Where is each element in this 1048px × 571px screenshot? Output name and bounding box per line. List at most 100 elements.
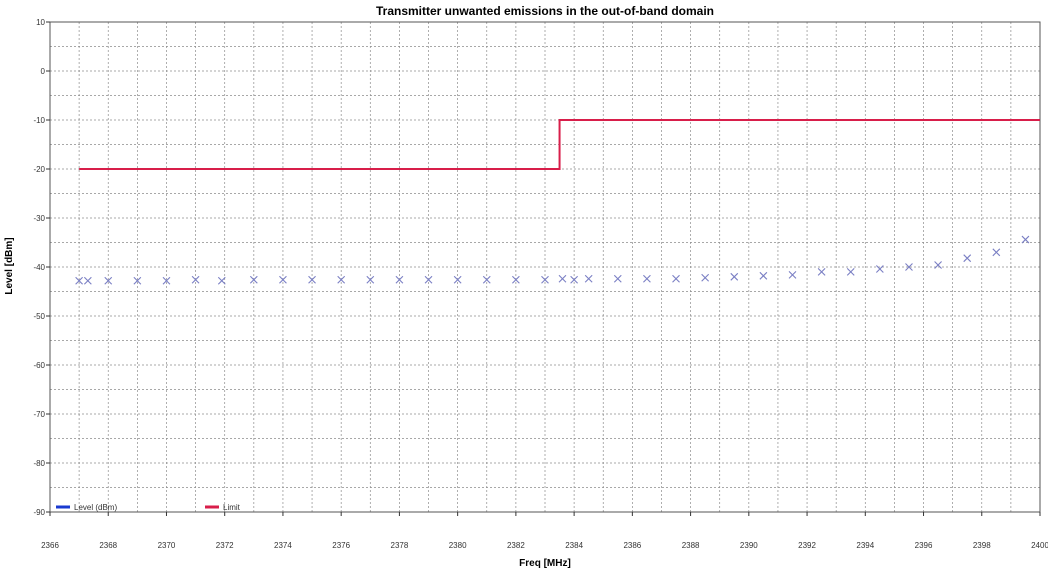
- level-point: [643, 274, 651, 283]
- legend-label-limit: Limit: [223, 503, 241, 512]
- y-tick-label: -60: [33, 361, 45, 370]
- level-point: [817, 268, 826, 276]
- legend-label-level: Level (dBm): [74, 503, 117, 512]
- axes: 10 0 -10 -20 -30 -40 -50 -60 -70 -80 -90 2366 2368 23…: [33, 18, 1048, 550]
- level-point-stroke-b: [104, 276, 113, 285]
- x-tick-label: 2390: [740, 541, 758, 550]
- level-point: [424, 275, 433, 284]
- level-point-stroke-b: [672, 274, 680, 283]
- level-point-stroke-b: [162, 276, 171, 285]
- x-tick-label: 2388: [682, 541, 700, 550]
- level-point-stroke-b: [1021, 235, 1030, 244]
- level-point-stroke-b: [788, 270, 797, 279]
- x-tick-label: 2398: [973, 541, 991, 550]
- level-point-stroke-b: [558, 274, 567, 283]
- level-point: [541, 275, 549, 284]
- x-tick-label: 2380: [449, 541, 467, 550]
- x-tick-label: 2374: [274, 541, 292, 550]
- level-point-stroke-b: [817, 268, 826, 276]
- level-point-stroke-b: [424, 275, 433, 284]
- level-point-stroke-b: [643, 274, 651, 283]
- level-point: [570, 275, 579, 284]
- level-point-stroke-b: [75, 276, 84, 285]
- x-tick-label: 2368: [99, 541, 117, 550]
- series: [75, 119, 1040, 285]
- level-point-stroke-b: [279, 275, 287, 284]
- level-point-stroke-b: [217, 276, 226, 285]
- x-tick-label: 2372: [216, 541, 234, 550]
- x-tick-label: 2384: [565, 541, 583, 550]
- x-tick-label: 2382: [507, 541, 525, 550]
- x-tick-label: 2400: [1031, 541, 1048, 550]
- level-point: [846, 268, 855, 276]
- level-point: [759, 271, 768, 280]
- level-point: [75, 276, 84, 285]
- level-point: [584, 274, 593, 283]
- x-tick-label: 2396: [915, 541, 933, 550]
- grid: [50, 22, 1040, 512]
- level-point: [133, 276, 142, 285]
- x-tick-label: 2366: [41, 541, 59, 550]
- level-point-stroke-b: [875, 265, 884, 273]
- level-point-stroke-b: [83, 276, 92, 285]
- level-point-stroke-b: [846, 268, 855, 276]
- y-tick-label: -90: [33, 508, 45, 517]
- level-point: [162, 276, 171, 285]
- level-point: [217, 276, 226, 285]
- level-point: [453, 275, 462, 284]
- level-point: [730, 272, 739, 281]
- level-point-stroke-b: [934, 261, 942, 269]
- level-point: [963, 254, 972, 263]
- level-point: [337, 275, 346, 284]
- y-axis-title: Level [dBm]: [4, 237, 15, 294]
- level-point-stroke-b: [395, 275, 404, 284]
- level-point-stroke-b: [730, 272, 739, 281]
- level-point: [992, 248, 1001, 257]
- y-tick-label: -40: [33, 263, 45, 272]
- x-tick-label: 2394: [856, 541, 874, 550]
- level-point: [558, 274, 567, 283]
- level-point-stroke-b: [453, 275, 462, 284]
- level-point: [672, 274, 680, 283]
- y-tick-label: 10: [36, 18, 45, 27]
- level-point: [788, 270, 797, 279]
- chart-title: Transmitter unwanted emissions in the ou…: [376, 4, 714, 18]
- level-point-stroke-b: [701, 273, 710, 282]
- x-tick-label: 2370: [158, 541, 176, 550]
- level-point-stroke-b: [905, 263, 913, 271]
- level-point-stroke-b: [133, 276, 142, 285]
- level-point: [701, 273, 710, 282]
- level-point-stroke-b: [570, 275, 579, 284]
- x-tick-label: 2376: [332, 541, 350, 550]
- level-point-stroke-b: [613, 274, 622, 283]
- level-point: [875, 265, 884, 273]
- level-point: [191, 275, 200, 284]
- y-tick-label: -20: [33, 165, 45, 174]
- level-point-stroke-b: [584, 274, 593, 283]
- y-tick-label: -50: [33, 312, 45, 321]
- y-tick-label: -10: [33, 116, 45, 125]
- level-point: [1021, 235, 1030, 244]
- y-tick-label: -70: [33, 410, 45, 419]
- level-point-stroke-b: [511, 275, 520, 284]
- x-tick-label: 2392: [798, 541, 816, 550]
- legend: Level (dBm) Limit: [56, 503, 241, 512]
- level-point-stroke-b: [366, 275, 375, 284]
- level-point-stroke-b: [337, 275, 346, 284]
- level-point: [104, 276, 113, 285]
- limit-line: [79, 119, 1040, 170]
- level-point: [905, 263, 913, 271]
- level-point: [511, 275, 520, 284]
- level-point: [249, 275, 258, 284]
- level-point-stroke-b: [249, 275, 258, 284]
- level-point: [613, 274, 622, 283]
- level-point: [83, 276, 92, 285]
- level-point-stroke-b: [992, 248, 1001, 257]
- level-point-stroke-b: [191, 275, 200, 284]
- level-point: [308, 275, 316, 284]
- level-point-stroke-b: [308, 275, 316, 284]
- level-point: [395, 275, 404, 284]
- level-point-stroke-b: [482, 275, 491, 284]
